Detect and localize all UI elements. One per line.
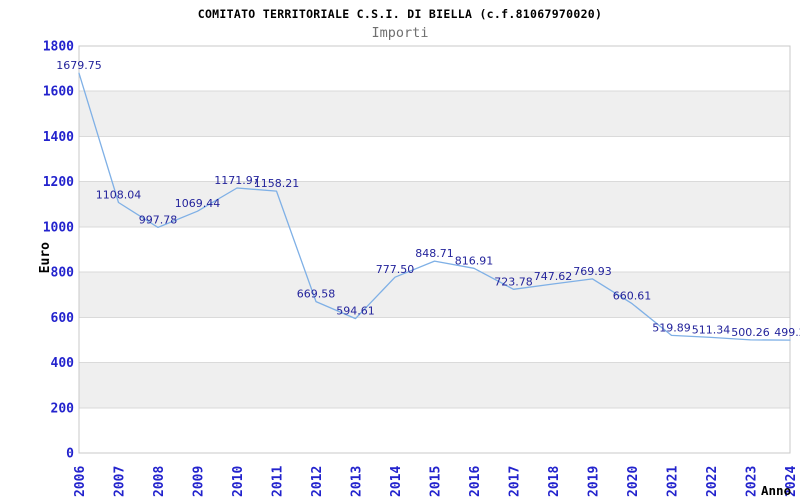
y-tick-label: 600 — [51, 311, 75, 326]
point-label: 660.61 — [613, 290, 652, 303]
x-tick-label: 2014 — [389, 466, 404, 497]
x-tick-label: 2024 — [784, 466, 799, 497]
grid-band — [79, 362, 790, 408]
point-label: 511.34 — [692, 323, 731, 336]
x-tick-label: 2021 — [666, 466, 681, 497]
x-tick-label: 2013 — [350, 466, 365, 497]
x-tick-label: 2018 — [547, 466, 562, 497]
point-label: 1158.21 — [254, 177, 300, 190]
y-tick-label: 1400 — [43, 130, 74, 145]
grid-band — [79, 91, 790, 137]
point-label: 769.93 — [573, 265, 612, 278]
point-label: 1171.97 — [214, 174, 260, 187]
x-tick-label: 2022 — [705, 466, 720, 497]
x-tick-label: 2016 — [468, 466, 483, 497]
point-label: 500.26 — [731, 326, 770, 339]
chart-title: COMITATO TERRITORIALE C.S.I. DI BIELLA (… — [197, 7, 603, 21]
y-tick-label: 1600 — [43, 85, 74, 100]
x-tick-label: 2009 — [192, 466, 207, 497]
x-tick-label: 2008 — [152, 466, 167, 497]
point-label: 1679.75 — [56, 59, 102, 72]
y-tick-label: 800 — [51, 266, 75, 281]
point-label: 777.50 — [376, 263, 415, 276]
point-label: 997.78 — [139, 213, 178, 226]
point-label: 594.61 — [336, 305, 375, 318]
x-tick-label: 2023 — [745, 466, 760, 497]
chart-subtitle: Importi — [371, 25, 429, 41]
x-tick-label: 2020 — [626, 466, 641, 497]
y-tick-label: 1000 — [43, 220, 74, 235]
x-tick-label: 2017 — [508, 466, 523, 497]
x-axis-title: Anno — [761, 483, 792, 498]
y-tick-label: 1800 — [43, 40, 74, 55]
x-tick-label: 2010 — [231, 466, 246, 497]
point-label: 816.91 — [455, 254, 494, 267]
plot-border — [78, 45, 791, 454]
y-tick-label: 200 — [51, 401, 75, 416]
point-label: 519.89 — [652, 321, 691, 334]
grid-band — [79, 181, 790, 227]
point-label: 1108.04 — [96, 188, 142, 201]
y-tick-label: 400 — [51, 356, 75, 371]
point-label: 669.58 — [297, 288, 336, 301]
x-tick-label: 2012 — [310, 466, 325, 497]
point-label: 848.71 — [415, 247, 454, 260]
y-tick-label: 1200 — [43, 175, 74, 190]
grid-band — [79, 272, 790, 318]
point-label: 747.62 — [534, 270, 573, 283]
x-tick-label: 2006 — [73, 466, 88, 497]
point-label: 1069.44 — [175, 197, 221, 210]
y-tick-label: 0 — [66, 447, 74, 462]
x-tick-label: 2019 — [587, 466, 602, 497]
data-line — [78, 72, 791, 341]
x-tick-label: 2007 — [113, 466, 128, 497]
x-tick-label: 2015 — [429, 466, 444, 497]
x-tick-label: 2011 — [271, 466, 286, 497]
point-label: 499.2 — [774, 326, 800, 339]
point-label: 723.78 — [494, 275, 533, 288]
